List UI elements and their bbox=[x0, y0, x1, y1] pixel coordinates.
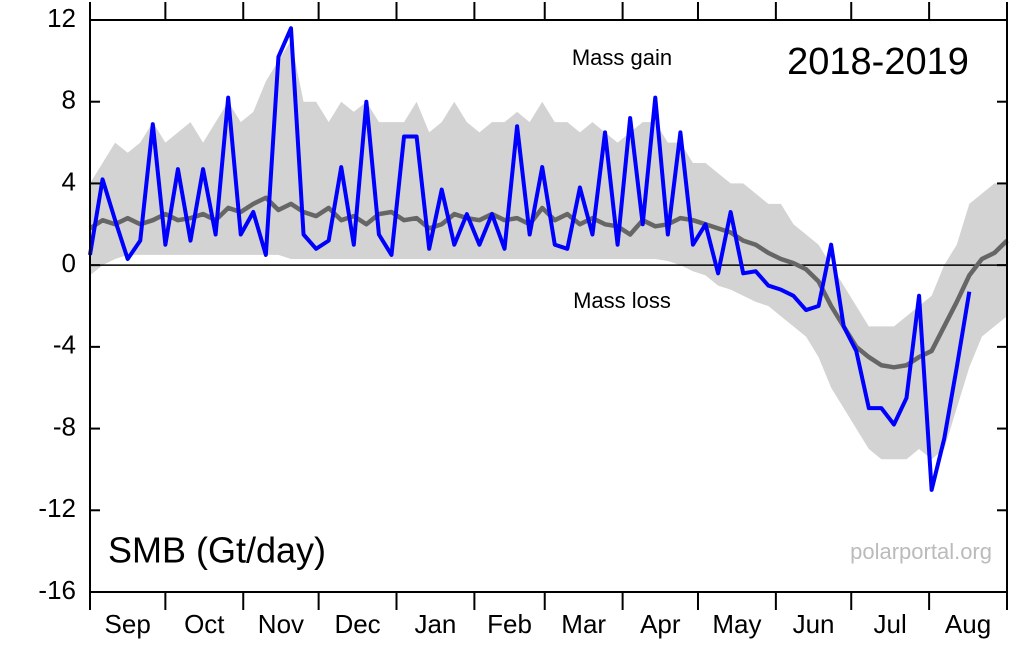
x-tick-label: Apr bbox=[640, 609, 681, 639]
y-tick-label: -8 bbox=[53, 411, 76, 441]
x-tick-label: Sep bbox=[105, 609, 151, 639]
x-tick-label: Oct bbox=[184, 609, 225, 639]
x-tick-label: Jun bbox=[793, 609, 835, 639]
plot-frame bbox=[89, 19, 1008, 593]
series-line bbox=[88, 26, 972, 492]
chart-title: 2018-2019 bbox=[787, 41, 969, 83]
y-tick-label: 12 bbox=[47, 3, 76, 33]
range-band bbox=[90, 40, 1007, 460]
y-tick-label: -12 bbox=[38, 493, 76, 523]
y-tick-label: -4 bbox=[53, 330, 76, 360]
x-tick-label: Aug bbox=[945, 609, 991, 639]
annotation: Mass gain bbox=[572, 45, 672, 70]
y-tick-label: 8 bbox=[62, 85, 76, 115]
y-tick-label: 0 bbox=[62, 248, 76, 278]
x-tick-label: Jan bbox=[414, 609, 456, 639]
x-tick-label: Dec bbox=[334, 609, 380, 639]
x-tick-label: Nov bbox=[258, 609, 304, 639]
y-tick-label: 4 bbox=[62, 166, 76, 196]
y-axis-label: SMB (Gt/day) bbox=[108, 530, 326, 571]
x-tick-label: Feb bbox=[487, 609, 532, 639]
x-tick-label: May bbox=[712, 609, 761, 639]
annotation: Mass loss bbox=[573, 288, 671, 313]
y-tick-label: -16 bbox=[38, 575, 76, 605]
source: polarportal.org bbox=[850, 539, 992, 564]
x-tick-label: Mar bbox=[561, 609, 606, 639]
x-tick-label: Jul bbox=[874, 609, 907, 639]
